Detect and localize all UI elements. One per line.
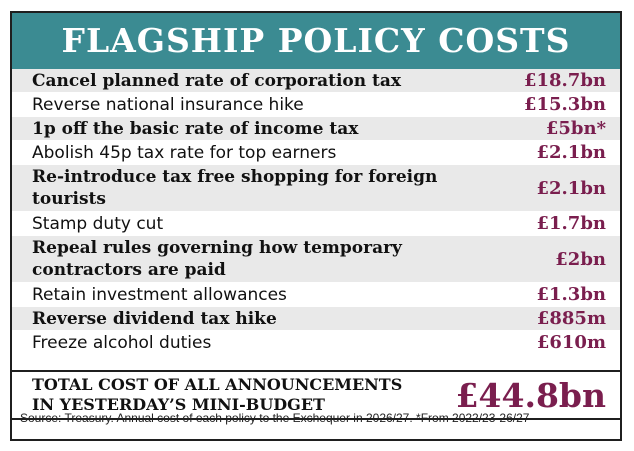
table-row: Cancel planned rate of corporation tax £1… bbox=[12, 69, 620, 93]
row-label: 1p off the basic rate of income tax bbox=[32, 118, 359, 139]
table-row: 1p off the basic rate of income tax £5bn* bbox=[12, 117, 620, 141]
row-value: £2.1bn bbox=[536, 177, 606, 199]
table-row: Reverse dividend tax hike £885m bbox=[12, 307, 620, 331]
policy-costs-table: FLAGSHIP POLICY COSTS Cancel planned rat… bbox=[10, 11, 622, 441]
row-label: Freeze alcohol duties bbox=[32, 332, 212, 353]
table-row: Abolish 45p tax rate for top earners £2.1… bbox=[12, 141, 620, 165]
table-rows: Cancel planned rate of corporation tax £1… bbox=[12, 69, 620, 355]
source-note: Source: Treasury. Annual cost of each po… bbox=[20, 411, 530, 425]
row-value: £1.3bn bbox=[536, 284, 606, 305]
row-label: Reverse national insurance hike bbox=[32, 94, 304, 115]
table-row: Retain investment allowances £1.3bn bbox=[12, 283, 620, 307]
row-value: £15.3bn bbox=[523, 94, 606, 115]
row-label: Cancel planned rate of corporation tax bbox=[32, 70, 402, 91]
row-value: £2bn bbox=[555, 248, 606, 270]
row-value: £885m bbox=[536, 308, 606, 329]
row-value: £5bn* bbox=[545, 118, 606, 139]
table-row: Stamp duty cut £1.7bn bbox=[12, 212, 620, 236]
total-value: £44.8bn bbox=[455, 375, 606, 415]
row-value: £18.7bn bbox=[523, 70, 606, 91]
table-row: Freeze alcohol duties £610m bbox=[12, 331, 620, 355]
total-label-line2: IN YESTERDAY’S MINI-BUDGET bbox=[32, 395, 325, 414]
total-label: TOTAL COST OF ALL ANNOUNCEMENTS IN YESTE… bbox=[12, 375, 426, 415]
row-value: £2.1bn bbox=[536, 142, 606, 163]
row-label: Repeal rules governing how temporary con… bbox=[32, 238, 402, 280]
row-value: £1.7bn bbox=[536, 213, 606, 234]
row-label: Re-introduce tax free shopping for forei… bbox=[32, 167, 438, 209]
table-row: Re-introduce tax free shopping for forei… bbox=[12, 165, 620, 212]
row-label: Retain investment allowances bbox=[32, 284, 287, 305]
row-label: Stamp duty cut bbox=[32, 213, 164, 234]
row-label: Reverse dividend tax hike bbox=[32, 308, 277, 329]
row-value: £610m bbox=[536, 332, 606, 353]
table-row: Repeal rules governing how temporary con… bbox=[12, 236, 620, 283]
total-label-line1: TOTAL COST OF ALL ANNOUNCEMENTS bbox=[32, 375, 403, 394]
total-row: TOTAL COST OF ALL ANNOUNCEMENTS IN YESTE… bbox=[12, 370, 620, 420]
table-title: FLAGSHIP POLICY COSTS bbox=[12, 13, 620, 69]
table-row: Reverse national insurance hike £15.3bn bbox=[12, 93, 620, 117]
row-label: Abolish 45p tax rate for top earners bbox=[32, 142, 337, 163]
